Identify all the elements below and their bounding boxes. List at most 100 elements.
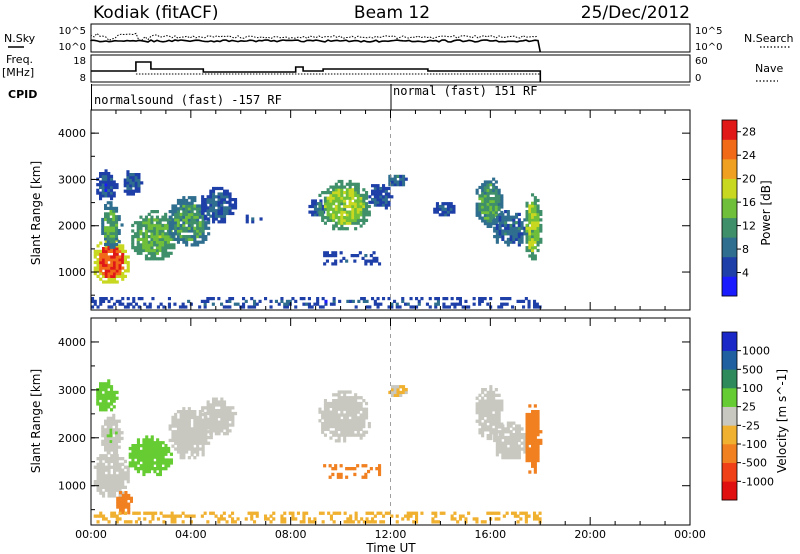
- velocity-cell: [525, 441, 529, 445]
- power-cell: [107, 263, 111, 267]
- power-cell: [198, 305, 202, 309]
- velocity-cell: [531, 424, 535, 428]
- velocity-cell: [147, 461, 151, 465]
- power-cell: [115, 252, 119, 256]
- power-cell: [142, 223, 146, 228]
- power-cell: [121, 297, 125, 301]
- velocity-cell: [513, 511, 517, 515]
- velocity-cell: [472, 517, 476, 521]
- velocity-cell: [145, 441, 149, 445]
- velocity-colorbar-segment: [722, 444, 737, 463]
- power-cell: [334, 191, 338, 195]
- velocity-cell: [167, 458, 171, 462]
- velocity-cell: [170, 520, 174, 524]
- power-cell: [506, 215, 510, 219]
- velocity-cell: [356, 407, 360, 411]
- power-cell: [126, 269, 130, 273]
- velocity-colorbar-segment: [722, 462, 737, 482]
- velocity-cell: [187, 424, 191, 428]
- velocity-cell: [118, 477, 122, 481]
- velocity-cell: [504, 430, 508, 434]
- power-cell: [324, 302, 328, 306]
- power-cell: [139, 248, 143, 253]
- velocity-cell: [323, 419, 327, 423]
- velocity-cell: [193, 421, 197, 425]
- power-cell: [150, 257, 154, 261]
- power-cell: [174, 210, 178, 214]
- power-cell: [110, 180, 114, 184]
- velocity-cell: [348, 427, 352, 431]
- power-cell: [161, 235, 165, 239]
- power-cell: [164, 218, 168, 222]
- velocity-cell: [334, 399, 338, 403]
- velocity-cell: [193, 424, 197, 428]
- velocity-cell: [525, 427, 529, 431]
- velocity-cell: [196, 418, 200, 422]
- power-cell: [142, 243, 146, 247]
- power-cell: [176, 212, 180, 216]
- power-cell: [187, 196, 191, 200]
- power-cell: [104, 174, 108, 178]
- power-cell: [415, 305, 419, 309]
- velocity-cell: [107, 396, 111, 400]
- power-cell: [251, 220, 255, 224]
- power-cell: [228, 211, 232, 216]
- velocity-cell: [217, 403, 221, 407]
- velocity-cell: [107, 393, 111, 397]
- velocity-cell: [190, 438, 194, 443]
- power-cell: [136, 251, 140, 255]
- power-cell: [109, 226, 113, 230]
- power-cell: [107, 280, 111, 284]
- power-cell: [168, 226, 172, 230]
- power-cell: [107, 266, 111, 270]
- power-cell: [357, 299, 361, 303]
- velocity-cell: [509, 430, 513, 434]
- power-cell: [193, 212, 197, 216]
- velocity-cell: [515, 430, 519, 434]
- velocity-cell: [489, 434, 493, 438]
- velocity-cell: [134, 444, 138, 448]
- power-cell: [497, 202, 501, 206]
- power-cell: [190, 198, 194, 203]
- power-cell: [489, 191, 493, 195]
- velocity-cell: [491, 511, 495, 515]
- power-cell: [531, 223, 535, 228]
- velocity-cell: [512, 444, 516, 448]
- velocity-cell: [214, 420, 218, 424]
- velocity-cell: [107, 488, 111, 492]
- velocity-cell: [353, 467, 357, 471]
- velocity-cell: [110, 485, 114, 489]
- velocity-cell: [329, 514, 333, 518]
- velocity-ytick-label: 2000: [58, 432, 86, 445]
- power-cell: [196, 229, 200, 233]
- power-cell: [231, 297, 235, 301]
- velocity-cell: [104, 402, 108, 406]
- power-cell: [337, 202, 341, 206]
- power-cell: [190, 207, 194, 211]
- velocity-cell: [501, 450, 505, 454]
- power-cell: [483, 202, 487, 206]
- velocity-cell: [99, 454, 103, 458]
- velocity-cell: [150, 467, 154, 471]
- power-cell: [145, 305, 149, 309]
- freq-line: [91, 61, 542, 82]
- power-cell: [185, 212, 189, 216]
- velocity-cell: [136, 458, 140, 462]
- power-cell: [106, 240, 110, 244]
- power-cell: [494, 185, 498, 190]
- velocity-cell: [535, 514, 539, 518]
- power-cell: [206, 217, 210, 221]
- power-cell: [203, 203, 207, 207]
- velocity-cell: [184, 514, 188, 518]
- power-cell: [196, 221, 200, 225]
- power-cell: [112, 223, 116, 227]
- power-cell: [155, 226, 159, 230]
- power-cell: [147, 212, 151, 216]
- power-cell: [329, 199, 333, 203]
- power-cell: [147, 248, 151, 253]
- velocity-cell: [150, 461, 154, 465]
- power-cell: [458, 297, 462, 301]
- power-cell: [536, 223, 540, 228]
- power-cell: [161, 248, 165, 253]
